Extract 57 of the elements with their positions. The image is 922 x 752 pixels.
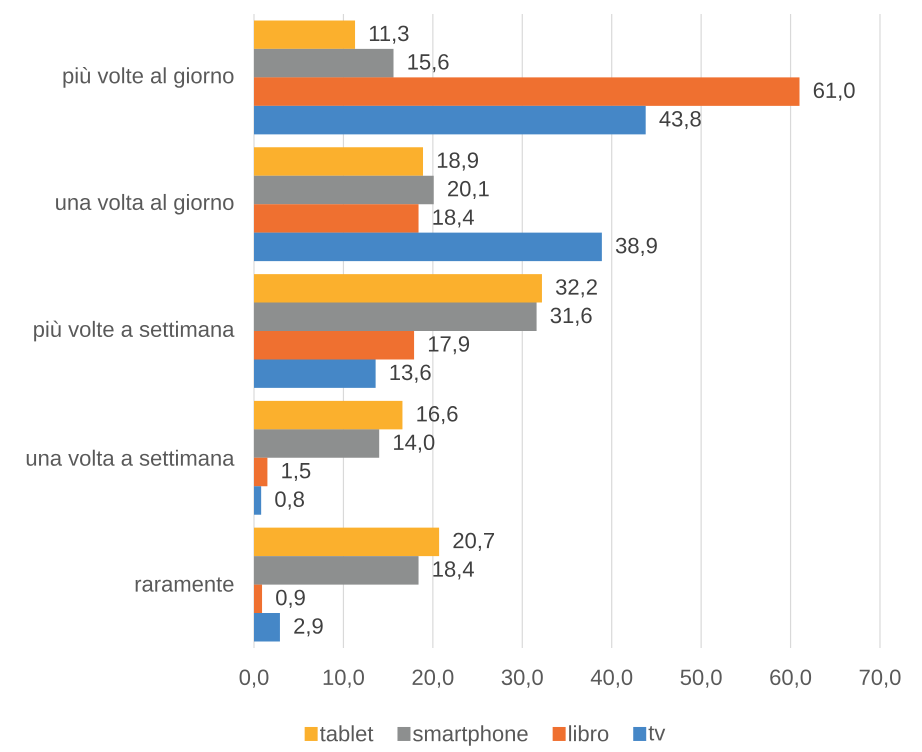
x-tick-label: 50,0 [680,670,722,688]
data-label: 13,6 [390,364,431,383]
data-label: 38,9 [616,238,657,256]
legend-label: libro [569,725,608,742]
bar [254,302,537,331]
y-tick-label: una volta al giorno [56,194,234,214]
bar [254,458,268,486]
x-tick-label: 70,0 [860,670,901,688]
data-label: 1,5 [282,463,310,481]
data-label: 20,1 [448,180,489,200]
x-tick-label: 10,0 [324,670,364,688]
bar [254,331,414,360]
data-label: 43,8 [659,111,701,130]
y-tick-label: una volta a settimana [26,450,234,466]
data-label: 32,2 [556,279,597,298]
bar [254,176,434,204]
bar [254,77,800,106]
bar [254,147,424,176]
bar [254,20,356,49]
data-label: 31,6 [550,308,592,326]
x-tick-label: 0,0 [240,670,268,688]
legend-label: smartphone [413,725,528,746]
bar [254,359,376,388]
data-label: 18,4 [433,209,474,228]
data-label: 14,0 [394,434,434,453]
bar [254,584,262,614]
y-tick-label: raramente [136,577,234,592]
data-label: 18,9 [438,152,478,171]
legend-label: tv [648,726,666,740]
data-label: 15,6 [408,54,449,72]
data-label: 18,4 [433,561,474,580]
data-label: 0,8 [275,491,304,510]
bar [254,232,602,262]
bar [254,106,646,134]
bar [254,429,380,458]
bar [254,528,440,556]
bar [254,204,419,233]
y-tick-label: più volte al giorno [63,67,234,88]
data-label: 61,0 [814,82,855,101]
y-tick-label: più volte a settimana [34,320,234,342]
x-tick-label: 40,0 [590,670,632,688]
data-label: 20,7 [453,532,494,551]
data-label: 0,9 [276,590,305,608]
bar [254,486,262,515]
data-label: 11,3 [370,26,408,44]
legend-label: tablet [320,725,374,742]
x-tick-label: 60,0 [770,670,812,688]
bar [254,613,280,642]
bar [254,556,419,585]
bar [254,274,542,303]
x-tick-label: 20,0 [412,670,454,688]
bar [254,48,394,78]
bar [254,400,402,430]
data-label: 16,6 [417,406,458,424]
data-label: 2,9 [294,618,323,636]
data-label: 17,9 [428,336,470,354]
x-tick-label: 30,0 [502,670,543,688]
